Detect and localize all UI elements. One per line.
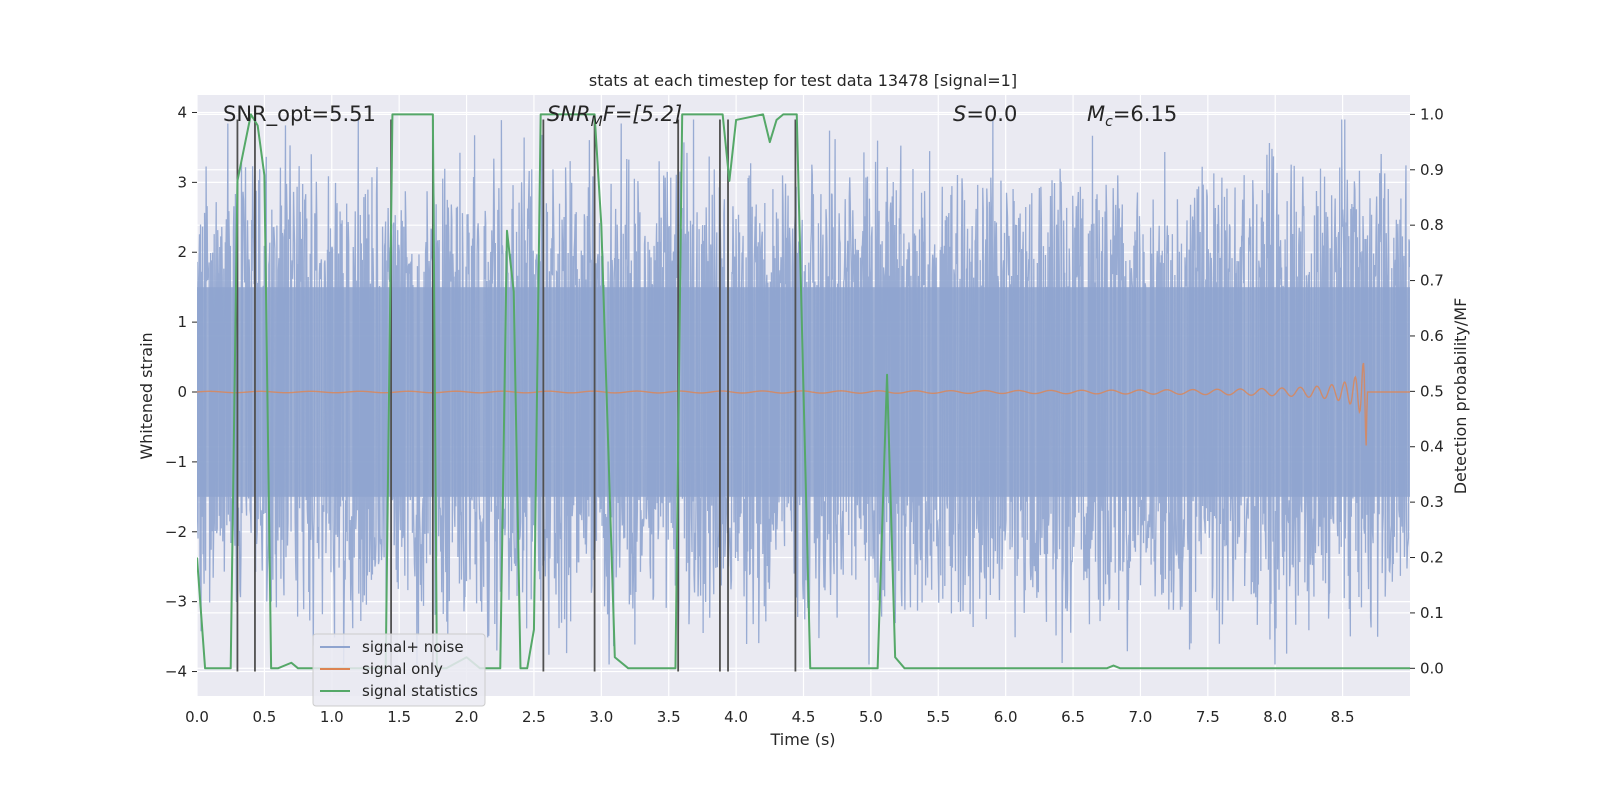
- legend-label-statistics: signal statistics: [362, 682, 478, 700]
- annotation-mc: Mc=6.15: [1087, 102, 1177, 130]
- x-tick-label: 8.5: [1331, 708, 1355, 726]
- annotation-s-var: S: [953, 102, 966, 126]
- annotation-snr-mf-rest: F=[5.2]: [603, 102, 682, 126]
- x-tick-label: 6.5: [1061, 708, 1085, 726]
- x-tick-label: 1.0: [320, 708, 344, 726]
- x-tick-label: 5.0: [859, 708, 883, 726]
- y-left-tick-label: 3: [177, 173, 187, 191]
- x-tick-label: 7.5: [1196, 708, 1220, 726]
- annotation-s-rest: =0.0: [966, 102, 1017, 126]
- y-right-tick-labels: 0.0 0.1 0.2 0.3 0.4 0.5 0.6 0.7 0.8 0.9 1.0: [1410, 105, 1444, 677]
- legend-box: [312, 633, 486, 707]
- x-tick-label: 5.5: [926, 708, 950, 726]
- y-left-tick-label: 4: [177, 103, 187, 121]
- x-tick-label: 4.5: [792, 708, 816, 726]
- x-tick-label: 8.0: [1263, 708, 1287, 726]
- y-left-tick-label: 2: [177, 243, 187, 261]
- legend-label-noise: signal+ noise: [362, 638, 464, 656]
- y-left-tick-label: 0: [177, 383, 187, 401]
- annotation-snr-mf-base: SNR: [547, 102, 591, 126]
- statistics-line: [197, 113, 1410, 670]
- annotation-mc-sub: c: [1105, 114, 1113, 130]
- x-tick-label: 3.0: [589, 708, 613, 726]
- chart-title: stats at each timestep for test data 134…: [589, 71, 1017, 90]
- x-tick-label: 0.0: [185, 708, 209, 726]
- y-right-axis-label: Detection probability/MF: [1451, 298, 1470, 495]
- y-right-tick-label: 0.4: [1420, 438, 1444, 456]
- y-left-tick-label: −3: [165, 593, 187, 611]
- y-left-tick-label: 1: [177, 313, 187, 331]
- y-right-tick-label: 0.2: [1420, 549, 1444, 567]
- y-left-tick-label: −1: [165, 453, 187, 471]
- x-tick-labels: 0.0 0.5 1.0 1.5 2.0 2.5 3.0 3.5 4.0 4.5 5.0 5.5 6.0 6…: [185, 708, 1354, 726]
- legend-label-signal: signal only: [362, 660, 443, 678]
- y-left-axis-label: Whitened strain: [137, 332, 156, 459]
- y-left-tick-labels: −4 −3 −2 −1 0 1 2 3 4: [165, 103, 197, 681]
- x-tick-label: 2.0: [455, 708, 479, 726]
- x-tick-label: 0.5: [252, 708, 276, 726]
- y-right-tick-label: 0.9: [1420, 161, 1444, 179]
- x-tick-label: 1.5: [387, 708, 411, 726]
- annotation-mc-rest: =6.15: [1113, 102, 1177, 126]
- y-right-tick-label: 0.5: [1420, 382, 1444, 400]
- annotation-mc-var: M: [1087, 102, 1105, 126]
- annotation-snr-mf-sub: M: [591, 114, 603, 130]
- annotation-snr-opt: SNR_opt=5.51: [223, 102, 376, 127]
- statistics-series: [197, 113, 1410, 670]
- y-right-tick-label: 0.1: [1420, 604, 1444, 622]
- x-tick-label: 4.0: [724, 708, 748, 726]
- annotation-snr-mf: SNRMF=[5.2]: [547, 102, 682, 130]
- noise-line: [197, 119, 1410, 665]
- x-tick-label: 6.0: [994, 708, 1018, 726]
- y-right-tick-label: 0.8: [1420, 216, 1444, 234]
- y-right-tick-label: 0.6: [1420, 327, 1444, 345]
- annotation-s: S=0.0: [953, 102, 1017, 126]
- x-tick-label: 3.5: [657, 708, 681, 726]
- legend: signal+ noise signal only signal statist…: [312, 633, 486, 707]
- y-right-tick-label: 1.0: [1420, 105, 1444, 123]
- y-left-tick-label: −2: [165, 523, 187, 541]
- y-right-tick-label: 0.0: [1420, 659, 1444, 677]
- x-tick-label: 7.0: [1129, 708, 1153, 726]
- y-right-tick-label: 0.3: [1420, 493, 1444, 511]
- y-right-tick-label: 0.7: [1420, 272, 1444, 290]
- x-tick-label: 2.5: [522, 708, 546, 726]
- y-left-tick-label: −4: [165, 663, 187, 681]
- x-axis-label: Time (s): [769, 730, 835, 749]
